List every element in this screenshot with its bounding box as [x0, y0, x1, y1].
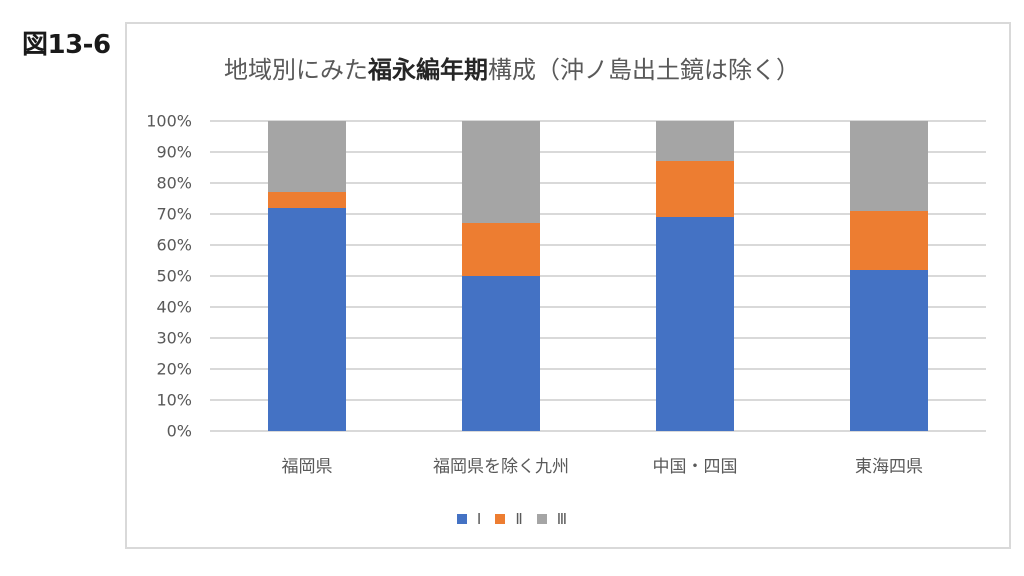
- y-tick-label: 20%: [156, 359, 192, 379]
- y-tick-label: 0%: [166, 421, 192, 441]
- y-tick-label: 70%: [156, 204, 192, 224]
- gridline: [210, 275, 986, 277]
- bar-segment: [268, 207, 346, 431]
- y-tick-label: 80%: [156, 173, 192, 193]
- y-tick-label: 10%: [156, 390, 192, 410]
- x-tick-label: 福岡県: [281, 457, 333, 477]
- legend-item: Ⅰ: [456, 510, 482, 528]
- gridline: [210, 182, 986, 184]
- bar-segment: [462, 276, 540, 431]
- legend-swatch-icon: [495, 514, 506, 524]
- bar-segment: [850, 121, 928, 211]
- chart-title-prefix: 地域別にみた: [224, 56, 368, 84]
- chart-frame: [125, 22, 1011, 549]
- bar-stack: [268, 121, 346, 431]
- gridline: [210, 120, 986, 122]
- legend: Ⅰ Ⅱ Ⅲ: [0, 510, 1024, 528]
- bar-segment: [268, 192, 346, 208]
- x-tick-label: 福岡県を除く九州: [433, 457, 569, 477]
- bar-segment: [656, 161, 734, 218]
- bar-segment: [462, 223, 540, 276]
- gridline: [210, 244, 986, 246]
- bar-stack: [656, 121, 734, 431]
- bar-segment: [656, 217, 734, 431]
- gridline: [210, 151, 986, 153]
- chart-title-suffix: 構成（沖ノ島出土鏡は除く）: [488, 56, 800, 84]
- bar-segment: [850, 210, 928, 270]
- bar-segment: [850, 269, 928, 431]
- legend-label: Ⅱ: [515, 510, 523, 528]
- bar-segment: [656, 121, 734, 162]
- bar-segment: [462, 121, 540, 224]
- chart-title: 地域別にみた福永編年期構成（沖ノ島出土鏡は除く）: [0, 50, 1024, 85]
- gridline: [210, 306, 986, 308]
- plot-area: [210, 120, 986, 432]
- y-tick-label: 30%: [156, 328, 192, 348]
- legend-swatch-icon: [536, 514, 547, 524]
- gridline: [210, 399, 986, 401]
- figure-label: 図13-6: [22, 30, 111, 60]
- gridline: [210, 430, 986, 432]
- y-tick-label: 100%: [146, 111, 192, 131]
- bar-stack: [462, 121, 540, 431]
- y-tick-label: 50%: [156, 266, 192, 286]
- legend-swatch-icon: [456, 514, 467, 524]
- legend-item: Ⅲ: [536, 510, 568, 528]
- y-tick-label: 40%: [156, 297, 192, 317]
- chart-title-bold: 福永編年期: [368, 56, 488, 84]
- bar-segment: [268, 121, 346, 193]
- legend-label: Ⅲ: [556, 510, 568, 528]
- legend-label: Ⅰ: [476, 510, 482, 528]
- bar-stack: [850, 121, 928, 431]
- gridline: [210, 337, 986, 339]
- y-tick-label: 60%: [156, 235, 192, 255]
- gridline: [210, 368, 986, 370]
- legend-item: Ⅱ: [495, 510, 523, 528]
- x-tick-label: 中国・四国: [652, 457, 738, 477]
- gridline: [210, 213, 986, 215]
- x-tick-label: 東海四県: [855, 457, 923, 477]
- y-tick-label: 90%: [156, 142, 192, 162]
